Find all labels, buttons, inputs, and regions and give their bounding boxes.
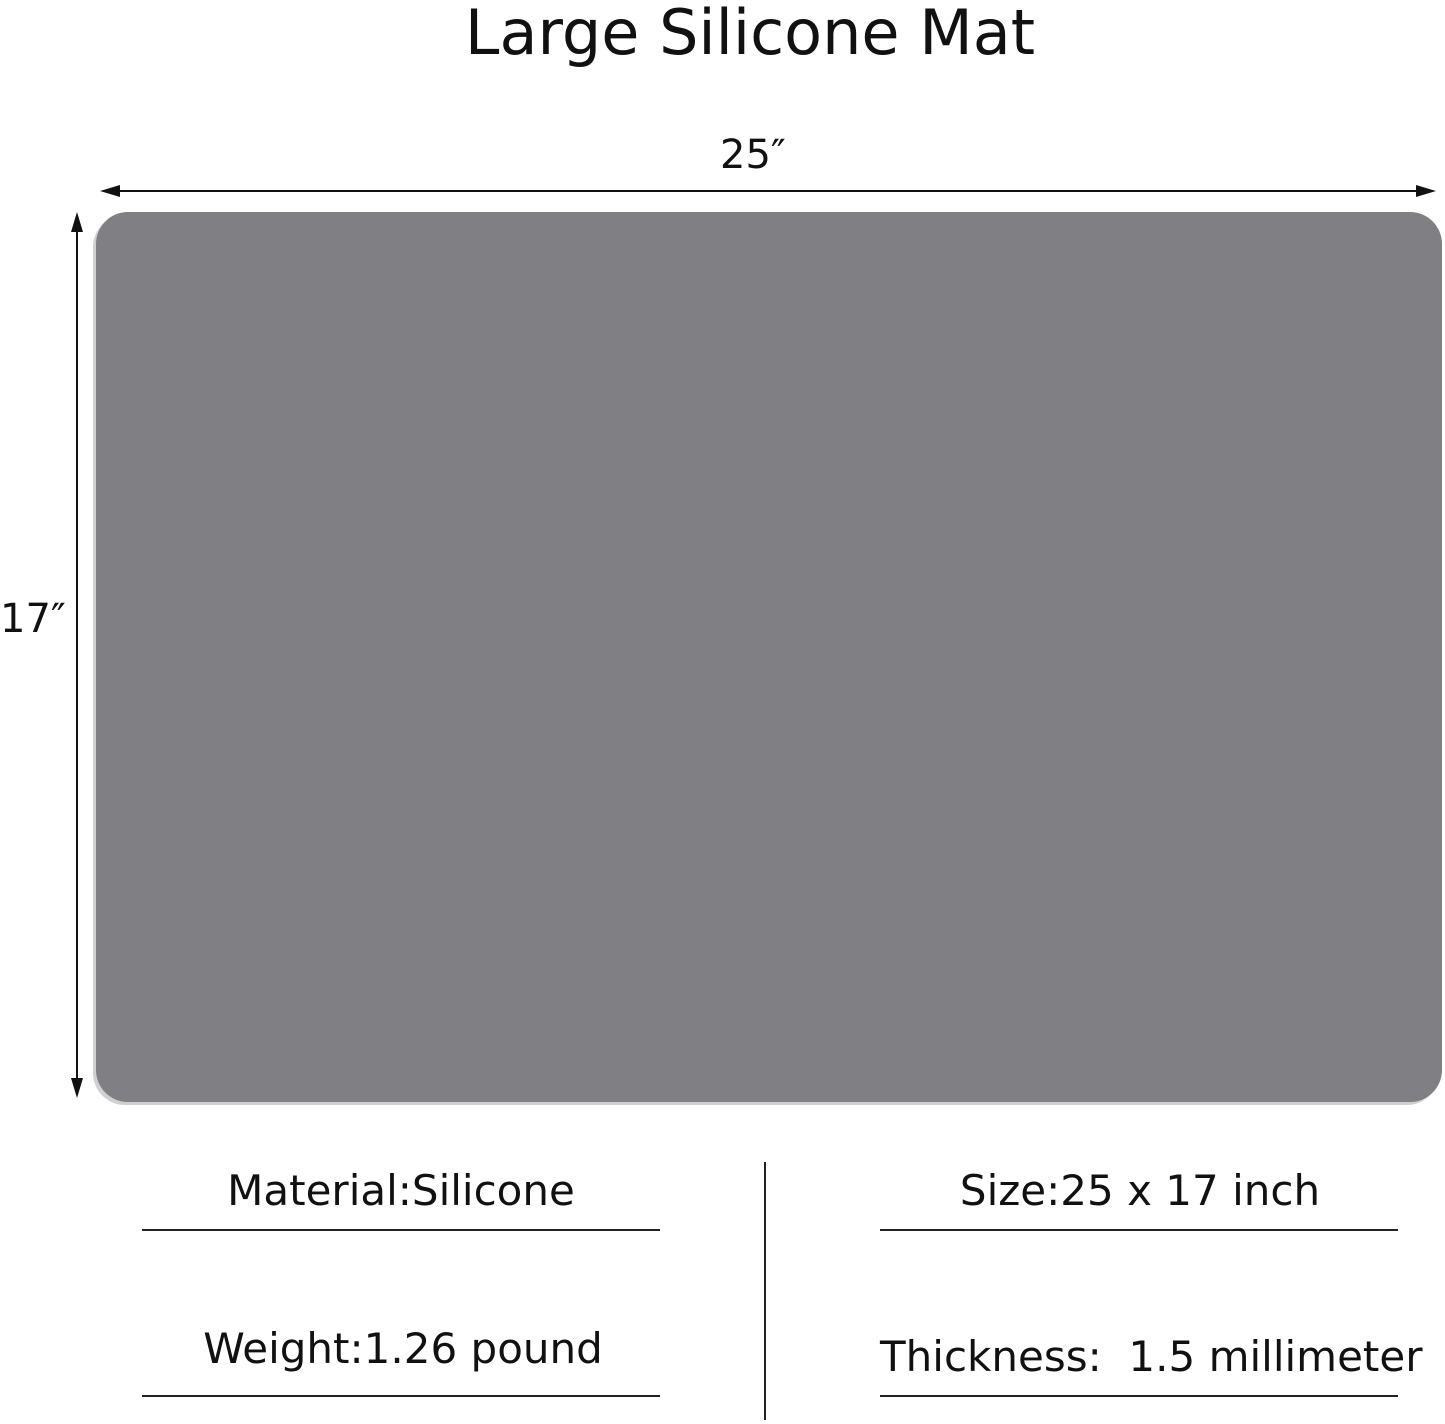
height-label: 17″ (0, 596, 66, 642)
page-title: Large Silicone Mat (464, 0, 1036, 69)
divider-line (142, 1395, 660, 1397)
column-divider (764, 1162, 766, 1420)
spec-material: Material:Silicone (227, 1166, 575, 1215)
divider-line (880, 1395, 1398, 1397)
divider-line (142, 1229, 660, 1231)
width-arrow-icon (100, 185, 1436, 197)
height-arrow-icon (71, 212, 83, 1098)
divider-line (880, 1229, 1398, 1231)
spec-size: Size:25 x 17 inch (959, 1166, 1321, 1215)
width-label: 25″ (720, 132, 786, 178)
dimension-arrows (71, 185, 1436, 1098)
spec-weight: Weight:1.26 pound (203, 1324, 603, 1373)
silicone-mat-image (96, 212, 1442, 1102)
spec-thickness: Thickness: 1.5 millimeter (880, 1332, 1423, 1381)
